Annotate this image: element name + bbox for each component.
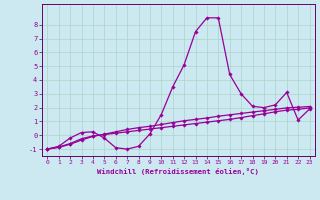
X-axis label: Windchill (Refroidissement éolien,°C): Windchill (Refroidissement éolien,°C) <box>98 168 259 175</box>
